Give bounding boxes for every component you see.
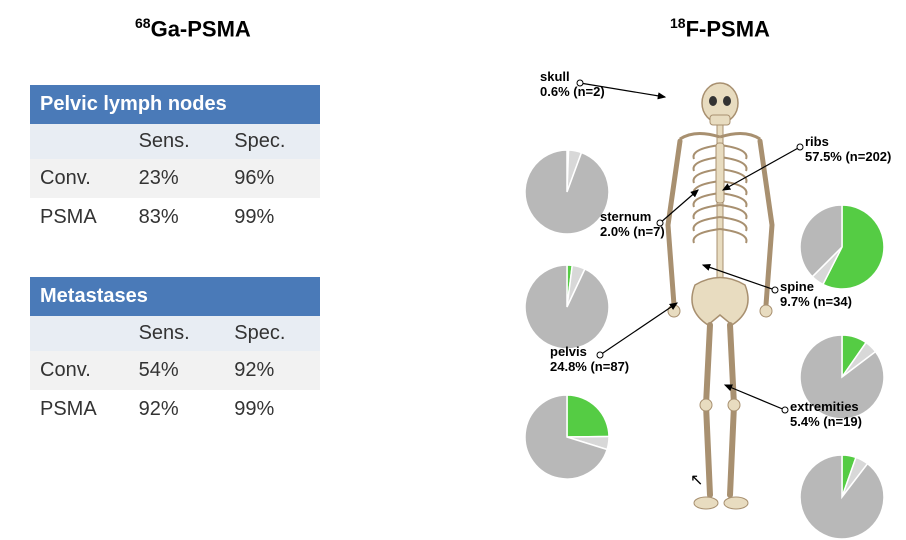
- column-header: Spec.: [224, 124, 320, 159]
- table-cell: 96%: [224, 159, 320, 198]
- right-title: 18F-PSMA: [670, 15, 770, 42]
- table-cell: PSMA: [30, 390, 129, 429]
- left-title: 68Ga-PSMA: [135, 15, 251, 42]
- column-header: Sens.: [129, 316, 225, 351]
- right-title-text: F-PSMA: [686, 16, 770, 41]
- column-header: [30, 316, 129, 351]
- table-cell: 92%: [224, 351, 320, 390]
- table-cell: PSMA: [30, 198, 129, 237]
- cursor-icon: ↖: [690, 470, 703, 490]
- table-cell: 99%: [224, 198, 320, 237]
- column-header: Sens.: [129, 124, 225, 159]
- column-header: Spec.: [224, 316, 320, 351]
- data-table: Pelvic lymph nodesSens.Spec. Conv.23%96% P…: [30, 85, 320, 237]
- table-header: Pelvic lymph nodes: [30, 85, 320, 124]
- table-cell: Conv.: [30, 159, 129, 198]
- table-cell: 54%: [129, 351, 225, 390]
- table-cell: 92%: [129, 390, 225, 429]
- left-title-text: Ga-PSMA: [151, 16, 251, 41]
- table-cell: Conv.: [30, 351, 129, 390]
- right-title-sup: 18: [670, 15, 686, 31]
- left-column: Pelvic lymph nodesSens.Spec.Conv.23%96%P…: [30, 85, 320, 469]
- pie-extremities: [800, 455, 884, 539]
- table-cell: 99%: [224, 390, 320, 429]
- data-table: MetastasesSens.Spec.Conv.54%92%PSMA92%99…: [30, 277, 320, 429]
- table-cell: 83%: [129, 198, 225, 237]
- left-title-sup: 68: [135, 15, 151, 31]
- right-column: skull0.6% (n=2)sternum2.0% (n=7)pelvis24…: [505, 55, 895, 535]
- column-header: [30, 124, 129, 159]
- table-cell: 23%: [129, 159, 225, 198]
- table-header: Metastases: [30, 277, 320, 316]
